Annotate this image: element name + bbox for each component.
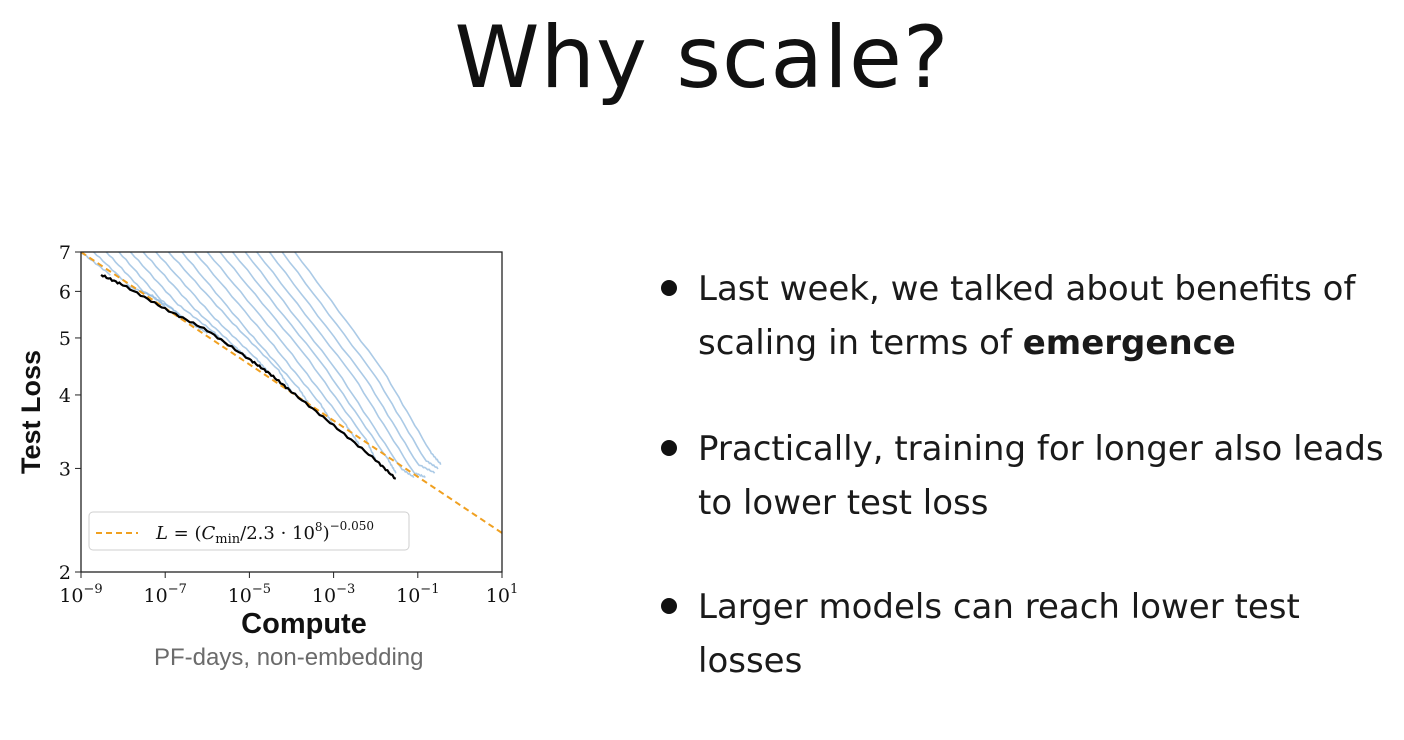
training-curve-17 (294, 252, 442, 465)
bullet-dot-icon (661, 440, 677, 456)
bullet-dot-icon (661, 598, 677, 614)
bullet-emergence: Last week, we talked about benefits of s… (652, 262, 1397, 370)
training-curve-16 (281, 252, 439, 470)
training-curve-11 (219, 252, 377, 461)
x-tick-label: 10−9 (59, 582, 102, 607)
x-tick-label: 10−7 (144, 582, 187, 607)
x-tick-label: 10−3 (312, 582, 355, 607)
y-tick-label: 4 (59, 385, 71, 407)
legend: L = (Cmin/2.3 · 108)−0.050 (88, 511, 410, 551)
legend-box (88, 511, 410, 551)
training-curve-6 (155, 252, 271, 375)
training-curve-4 (129, 252, 229, 347)
bullet-text: Practically, training for longer also le… (698, 429, 1384, 523)
training-curve-3 (118, 252, 208, 334)
bullet-bold-text: emergence (1022, 323, 1236, 363)
y-axis-label: Test Loss (16, 350, 46, 474)
training-curve-8 (181, 252, 313, 409)
y-tick-label: 7 (59, 242, 71, 264)
loss-vs-compute-chart: 10−9 10−7 10−5 10−3 10−1 101 2 3 4 5 6 7 Test Loss… (16, 242, 518, 640)
frontier-line (100, 274, 397, 480)
bullet-training-longer: Practically, training for longer also le… (652, 422, 1397, 530)
training-curve-7 (167, 252, 293, 393)
x-tick-label: 10−1 (396, 582, 439, 607)
bullet-dot-icon (661, 280, 677, 296)
x-tick-label: 101 (486, 582, 518, 607)
frontier-layer (100, 274, 397, 480)
training-curve-15 (268, 252, 436, 474)
y-tick-label: 6 (59, 281, 71, 303)
x-axis-label: Compute (241, 608, 367, 640)
training-curve-12 (231, 252, 397, 474)
slide-title: Why scale? (454, 8, 950, 108)
training-curve-9 (193, 252, 335, 427)
x-tick-label: 10−5 (228, 582, 271, 607)
legend-fit-label: L = (Cmin/2.3 · 108)−0.050 (155, 519, 374, 547)
y-axis-ticks: 2 3 4 5 6 7 (59, 242, 81, 584)
bullet-text: Larger models can reach lower test losse… (698, 587, 1300, 681)
training-curve-13 (244, 252, 415, 478)
bullet-list: Last week, we talked about benefits of s… (652, 262, 1397, 740)
bullet-text: Last week, we talked about benefits of s… (698, 269, 1356, 363)
y-tick-label: 3 (59, 458, 71, 480)
training-curve-10 (206, 252, 360, 445)
training-curve-14 (256, 252, 426, 479)
bullet-larger-models: Larger models can reach lower test losse… (652, 580, 1397, 688)
plot-frame (80, 251, 503, 573)
y-tick-label: 2 (59, 562, 71, 584)
training-curves (81, 252, 442, 479)
y-tick-label: 5 (59, 328, 71, 350)
x-axis-sublabel: PF-days, non-embedding (154, 644, 424, 671)
x-axis-ticks: 10−9 10−7 10−5 10−3 10−1 101 (59, 572, 518, 607)
